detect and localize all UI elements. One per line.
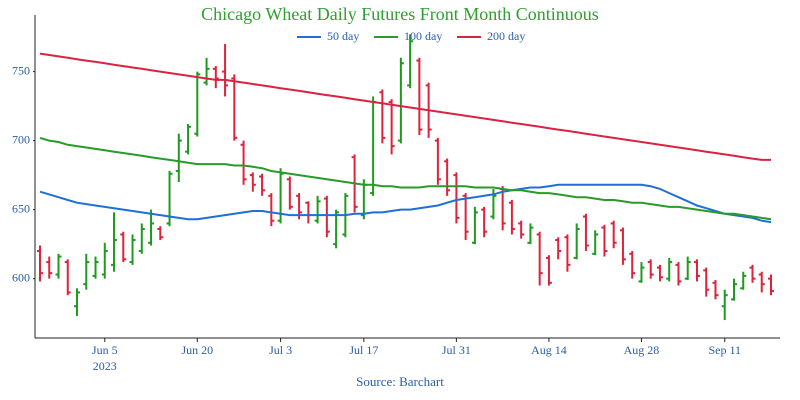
ma-line (39, 136, 772, 221)
x-tick-label: Jul 31 (442, 343, 471, 357)
ma-line (39, 183, 772, 224)
x-tick-label: Jun 5 (92, 343, 118, 357)
legend-label: 200 day (487, 29, 525, 43)
x-tick-label: Jul 3 (269, 343, 292, 357)
x-tick-label: Aug 28 (624, 343, 660, 357)
y-tick-label: 750 (12, 63, 30, 77)
x-tick-year: 2023 (93, 359, 117, 373)
legend-label: 50 day (327, 29, 359, 43)
x-tick-label: Jul 17 (349, 343, 378, 357)
ma-line (39, 52, 771, 161)
x-tick-label: Jun 20 (181, 343, 213, 357)
chart-title: Chicago Wheat Daily Futures Front Month … (201, 4, 599, 24)
source-note: Source: Barchart (356, 374, 444, 389)
y-tick-label: 650 (12, 201, 30, 215)
x-tick-label: Aug 14 (531, 343, 567, 357)
y-tick-label: 700 (12, 132, 30, 146)
legend-label: 100 day (404, 29, 442, 43)
y-tick-label: 600 (12, 270, 30, 284)
x-tick-label: Sep 11 (708, 343, 741, 357)
